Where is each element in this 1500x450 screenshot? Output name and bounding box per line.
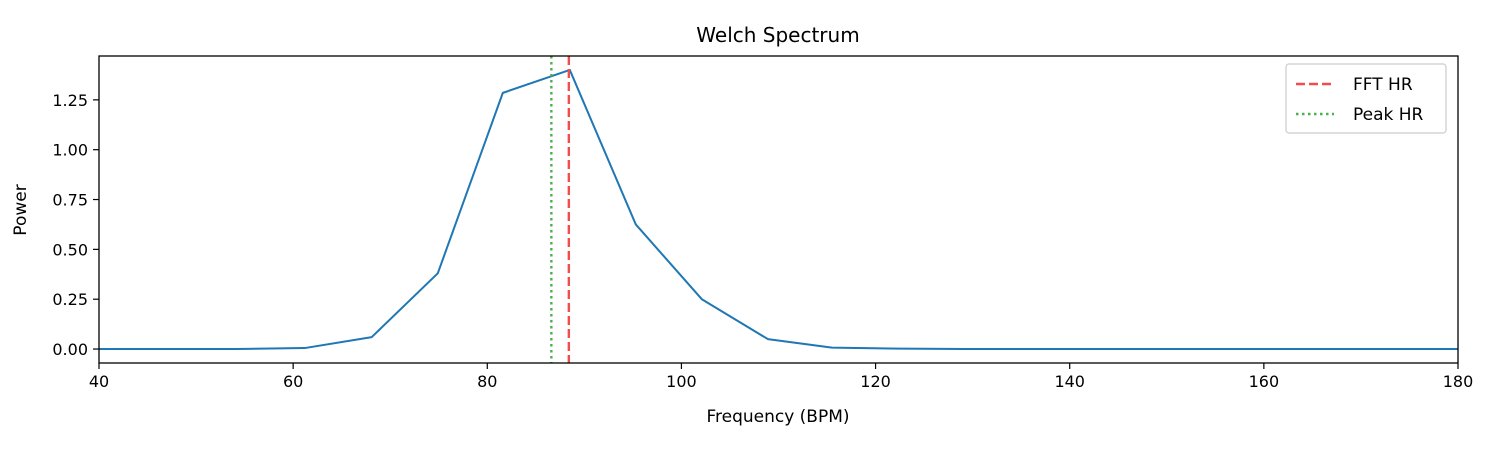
- y-axis-label: Power: [11, 184, 31, 235]
- legend-fft-hr-label: FFT HR: [1353, 75, 1413, 95]
- y-tick-label: 1.25: [52, 91, 88, 110]
- x-tick-label: 160: [1249, 372, 1280, 391]
- x-tick-label: 60: [283, 372, 303, 391]
- legend-box: [1285, 63, 1447, 134]
- plot-area-frame: [98, 55, 1459, 364]
- x-tick-label: 40: [89, 372, 109, 391]
- spectrum-line: [99, 68, 1458, 351]
- x-tick-label: 120: [860, 372, 891, 391]
- x-tick-label: 100: [666, 372, 697, 391]
- y-tick-label: 1.00: [52, 141, 88, 160]
- chart-title: Welch Spectrum: [696, 23, 859, 47]
- x-tick-label: 140: [1054, 372, 1085, 391]
- y-tick-label: 0.50: [52, 240, 88, 259]
- y-tick-label: 0.25: [52, 290, 88, 309]
- y-tick-label: 0.00: [52, 340, 88, 359]
- legend: FFT HR Peak HR: [1285, 63, 1447, 134]
- x-tick-label: 180: [1443, 372, 1474, 391]
- x-axis-label: Frequency (BPM): [706, 407, 849, 427]
- legend-peak-hr-label: Peak HR: [1353, 105, 1424, 125]
- y-tick-label: 0.75: [52, 191, 88, 210]
- x-tick-label: 80: [477, 372, 497, 391]
